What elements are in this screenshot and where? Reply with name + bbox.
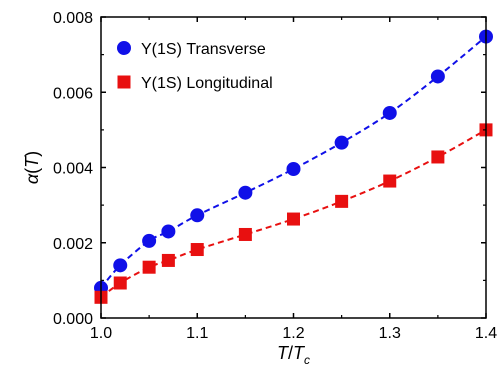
data-point-transverse [382, 105, 397, 120]
legend-marker-square [117, 75, 131, 89]
y-tick-label: 0.002 [53, 236, 93, 253]
x-tick-label: 1.4 [475, 325, 497, 342]
data-point-transverse [238, 185, 253, 200]
y-tick-label: 0.008 [53, 10, 93, 27]
x-label-sep: / [288, 343, 293, 363]
x-axis-label: T/Tc [277, 343, 310, 367]
legend-marker-circle [117, 41, 131, 55]
x-label-subscript: c [304, 353, 310, 367]
y-axis-label: α(T) [22, 151, 42, 184]
y-label-arg: T [22, 155, 42, 168]
data-point-transverse [113, 258, 128, 273]
y-label-open: ( [22, 168, 42, 174]
x-label-main: T [277, 343, 290, 363]
data-point-transverse [286, 162, 301, 177]
data-point-longitudinal [287, 212, 300, 226]
data-point-longitudinal [190, 243, 204, 257]
y-label-close: ) [22, 151, 42, 157]
x-label-den: T [293, 343, 306, 363]
data-point-longitudinal [431, 150, 445, 164]
data-point-longitudinal [161, 253, 175, 267]
legend-label-longitudinal: Υ(1S) Longitudinal [141, 75, 273, 92]
y-tick-label: 0.006 [53, 85, 93, 102]
data-point-transverse [334, 135, 349, 150]
legend: Υ(1S) Transverse Υ(1S) Longitudinal [117, 41, 273, 92]
y-tick-label: 0.004 [53, 161, 93, 178]
y-tick-label: 0.000 [53, 311, 93, 328]
x-tick-label: 1.1 [186, 325, 208, 342]
data-point-transverse [161, 224, 176, 239]
ticks-layer: 1.0 1.1 1.2 1.3 1.4 0.000 0.002 0.004 0.006 0.008 [53, 10, 497, 342]
x-tick-label: 1.3 [379, 325, 401, 342]
y-label-fn: α [22, 173, 42, 184]
legend-item-longitudinal: Υ(1S) Longitudinal [117, 75, 273, 92]
data-point-transverse [142, 233, 157, 248]
legend-item-transverse: Υ(1S) Transverse [117, 41, 266, 58]
data-point-longitudinal [142, 260, 156, 274]
x-tick-label: 1.2 [282, 325, 304, 342]
data-point-longitudinal [383, 174, 397, 188]
data-point-transverse [190, 208, 205, 223]
legend-label-transverse: Υ(1S) Transverse [141, 41, 266, 58]
data-point-longitudinal [335, 194, 349, 208]
x-tick-label: 1.0 [90, 325, 112, 342]
markers-layer [94, 29, 493, 304]
data-point-longitudinal [238, 227, 252, 241]
data-point-longitudinal [113, 276, 127, 290]
data-point-transverse [430, 69, 445, 84]
